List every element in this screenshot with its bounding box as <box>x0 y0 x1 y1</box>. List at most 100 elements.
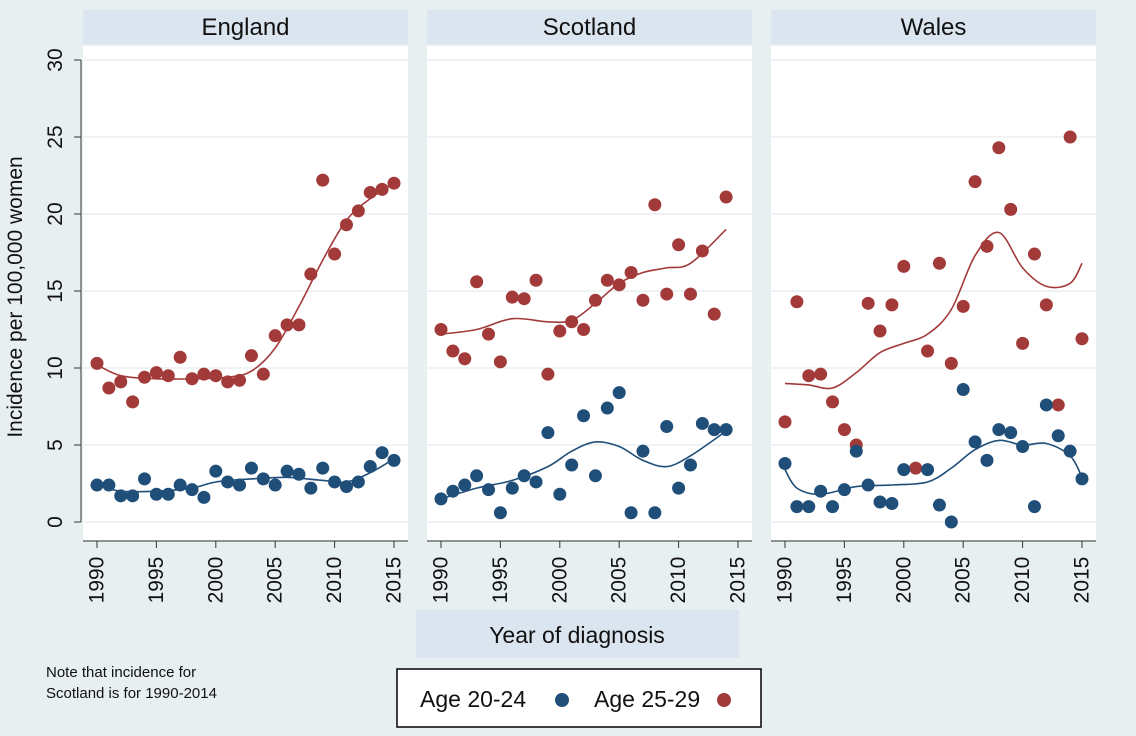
panel-wales-age-20-24-point <box>1039 398 1053 412</box>
panel-scotland-age-20-24-point <box>565 458 579 472</box>
panel-wales-age-20-24-point <box>1027 500 1041 514</box>
panel-wales-age-25-29-point <box>1075 332 1089 346</box>
panel-wales-age-20-24-point <box>790 500 804 514</box>
panel-wales-age-20-24-point <box>826 500 840 514</box>
panel-wales-age-25-29-point <box>932 256 946 270</box>
panel-wales-age-25-29-point <box>956 299 970 313</box>
panel-wales-age-25-29-point <box>802 369 816 383</box>
panel-england-age-25-29-point <box>173 350 187 364</box>
panel-wales-age-25-29-point <box>790 295 804 309</box>
panel-scotland-age-20-24-point <box>588 469 602 483</box>
panel-scotland-age-25-29-point <box>660 287 674 301</box>
panel-wales-age-25-29-point <box>885 298 899 312</box>
panel-wales-age-25-29-point <box>1027 247 1041 261</box>
legend-marker-age-25-29 <box>717 693 731 707</box>
panel-wales-age-25-29-point <box>944 356 958 370</box>
panel-scotland-age-20-24-point <box>458 478 472 492</box>
panel-england-age-20-24-point <box>114 489 128 503</box>
x-axis-title: Year of diagnosis <box>489 622 665 648</box>
panel-england-age-20-24-point <box>292 467 306 481</box>
panel-wales-age-25-29-point <box>778 415 792 429</box>
panel-scotland-age-25-29-point <box>707 307 721 321</box>
panel-wales-age-20-24-point <box>849 444 863 458</box>
panel-scotland-age-20-24-point <box>672 481 686 495</box>
panel-england-age-25-29-point <box>351 204 365 218</box>
legend-marker-age-20-24 <box>555 693 569 707</box>
footnote-line-1: Note that incidence for <box>46 664 197 681</box>
panel-scotland-age-25-29-point <box>458 352 472 366</box>
panel-england-age-25-29-point <box>387 176 401 190</box>
panel-england-age-20-24-point <box>280 464 294 478</box>
panel-wales-age-20-24-point <box>980 453 994 467</box>
panel-scotland-age-20-24-point <box>529 475 543 489</box>
panel-wales-age-20-24-point <box>778 456 792 470</box>
panel-wales-x-tick-label: 1990 <box>774 557 797 604</box>
panel-scotland-age-25-29-point <box>493 355 507 369</box>
panel-wales-age-25-29-point <box>837 423 851 437</box>
panel-england-plot-area <box>83 46 408 540</box>
panel-wales-age-20-24-point <box>897 463 911 477</box>
panel-wales-age-20-24-point <box>921 463 935 477</box>
panel-england-age-25-29-point <box>280 318 294 332</box>
panel-scotland-age-20-24-point <box>446 484 460 498</box>
panel-wales-title: Wales <box>901 14 967 41</box>
panel-scotland-age-25-29-point <box>577 323 591 336</box>
footnote: Note that incidence for Scotland is for … <box>46 662 217 704</box>
panel-england-age-25-29-point <box>244 349 258 363</box>
panel-england-age-25-29-point <box>126 395 140 409</box>
panel-wales-x-tick-label: 2015 <box>1071 557 1094 604</box>
panel-wales-age-20-24-point <box>814 484 828 498</box>
panel-england-age-20-24-point <box>351 475 365 489</box>
panel-england-age-20-24-point <box>328 475 342 489</box>
panel-scotland-age-25-29-point <box>695 244 709 258</box>
panel-scotland-age-25-29-point <box>636 293 650 307</box>
panel-scotland-age-25-29-point <box>588 293 602 307</box>
panel-scotland-age-25-29-point <box>529 273 543 287</box>
panel-england-x-tick-label: 1995 <box>145 557 168 604</box>
panel-wales-age-25-29-point <box>980 239 994 253</box>
panel-england-x-tick-label: 2015 <box>383 557 406 604</box>
panel-wales-age-20-24-point <box>1004 426 1018 440</box>
panel-england-age-25-29-point <box>209 369 223 383</box>
panel-england-age-25-29-point <box>138 370 152 384</box>
panel-england-age-25-29-point <box>268 329 282 343</box>
panel-wales-x-tick-label: 2010 <box>1011 557 1034 604</box>
panel-wales-age-20-24-point <box>932 498 946 512</box>
x-axis-title-box <box>416 610 739 658</box>
panel-england-age-25-29-point <box>221 375 235 389</box>
footnote-line-2: Scotland is for 1990-2014 <box>46 685 217 702</box>
panel-england-age-25-29-point <box>292 318 306 332</box>
panel-scotland-age-20-24-point <box>707 423 721 437</box>
panel-scotland-age-20-24-point <box>600 401 614 415</box>
panel-wales-age-20-24-point <box>873 495 887 509</box>
panel-wales-age-25-29-point <box>1004 202 1018 216</box>
panel-wales-age-25-29-point <box>1039 298 1053 312</box>
panel-england-age-20-24-point <box>233 478 247 492</box>
panel-england-age-25-29-fit-line <box>96 182 395 380</box>
panel-wales-age-25-29-point <box>873 324 887 338</box>
panel-wales-age-20-24-point <box>944 515 958 529</box>
panel-wales-age-25-29-point <box>921 344 935 358</box>
y-axis-title: Incidence per 100,000 women <box>4 156 27 437</box>
panel-scotland-title: Scotland <box>543 14 636 41</box>
panel-england-header <box>83 10 408 44</box>
panel-scotland-age-20-24-point <box>648 506 662 520</box>
panel-scotland-age-20-24-point <box>683 458 697 472</box>
panel-wales-age-25-29-point <box>826 395 840 409</box>
panel-scotland-age-25-29-point <box>648 198 662 212</box>
panel-wales-age-20-24-point <box>1063 444 1077 458</box>
panel-england-age-25-29-point <box>90 356 104 370</box>
panel-england-age-20-24-point <box>363 460 377 474</box>
panel-scotland-age-25-29-point <box>446 344 460 358</box>
panel-wales-age-20-24-point <box>956 383 970 397</box>
panel-scotland-age-20-24-point <box>636 444 650 458</box>
panel-england-age-25-29-point <box>316 173 330 187</box>
panel-england-age-25-29-point <box>304 267 318 281</box>
panel-wales-age-25-29-point <box>1016 336 1030 350</box>
panel-england-age-20-24-point <box>387 453 401 467</box>
panel-scotland-header <box>427 10 752 44</box>
panel-scotland-age-25-29-point <box>470 275 484 289</box>
panel-scotland-age-20-24-point <box>612 386 626 400</box>
panel-england-age-25-29-point <box>328 247 342 261</box>
panel-scotland-age-20-24-point <box>695 416 709 430</box>
